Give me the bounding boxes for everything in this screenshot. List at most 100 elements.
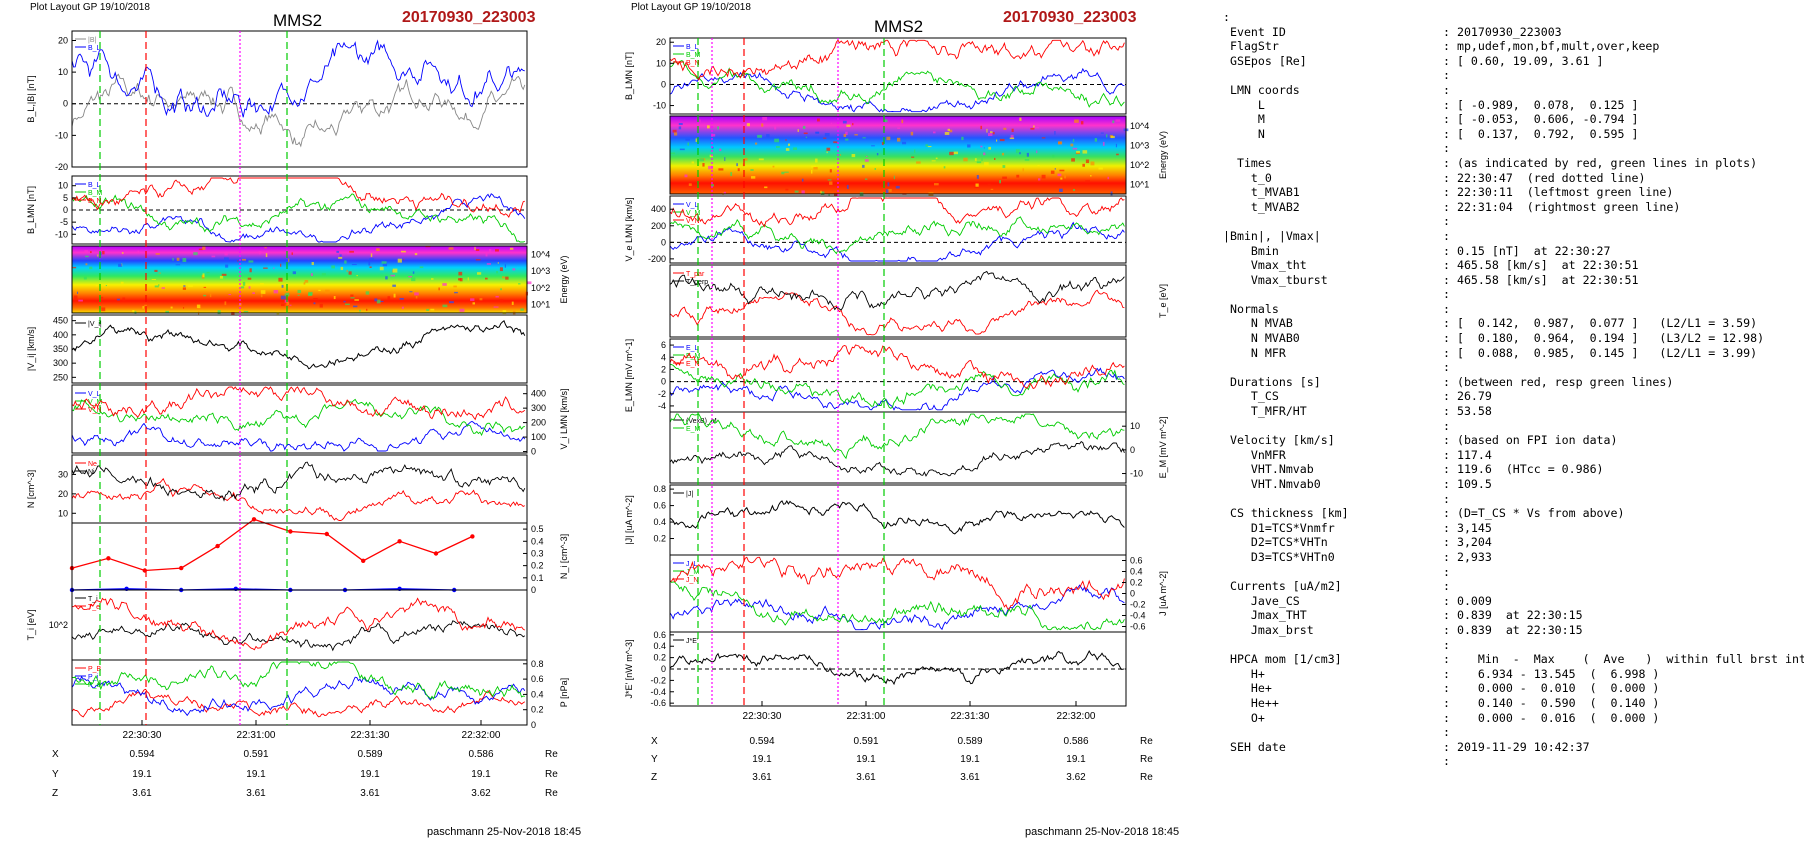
spectrogram-speckle [840, 154, 842, 156]
y-axis-label: T_e [eV] [1158, 284, 1168, 318]
summary-key: SEH date [1223, 739, 1286, 754]
spectrogram-speckle [161, 287, 165, 289]
summary-value: : [1443, 228, 1450, 243]
summary-row: : [1223, 419, 1793, 434]
spectrogram-speckle [864, 159, 869, 162]
legend-label: P_B [88, 666, 102, 673]
y-axis-label: J [uA m^-2] [1158, 571, 1168, 616]
orbit-label: Y [651, 754, 658, 765]
spectrogram-speckle [289, 304, 292, 306]
spectrogram-speckle [843, 133, 847, 138]
summary-row: t_MVAB2: 22:31:04 (rightmost green line) [1223, 200, 1793, 215]
spectrogram-speckle [122, 297, 126, 302]
legend-label: V_N [88, 407, 102, 414]
summary-row: : [1223, 725, 1793, 740]
spectrogram-speckle [901, 119, 904, 124]
spectrogram-speckle [784, 171, 789, 173]
y-axis-label: N_i [cm^-3] [559, 534, 569, 579]
summary-row: Vmax_tht: 465.58 [km/s] at 22:30:51 [1223, 258, 1793, 273]
series-line [71, 597, 526, 651]
legend-label: T_e [88, 604, 100, 611]
spectrogram-speckle [237, 260, 239, 262]
series-line [71, 39, 525, 118]
spectrogram-speckle [1001, 152, 1005, 156]
spectrogram-speckle [1003, 127, 1007, 130]
spectrogram-speckle [206, 271, 210, 274]
spectrogram-speckle [202, 246, 206, 250]
summary-key: D2=TCS*VHTn [1223, 535, 1328, 550]
spectrogram-speckle [815, 131, 820, 134]
legend-label: |J| [686, 491, 693, 498]
summary-value: : [ 0.60, 19.09, 3.61 ] [1443, 53, 1604, 68]
spectrogram-speckle [802, 125, 806, 129]
series-line [669, 344, 1125, 390]
spectrogram-speckle [458, 271, 463, 276]
x-tick-label: 22:32:00 [462, 730, 501, 741]
spectrogram-speckle [349, 250, 354, 253]
summary-value: : 0.140 - 0.590 ( 0.140 ) [1443, 695, 1660, 710]
y-tick-label: 400 [53, 330, 68, 340]
summary-row: T_CS: 26.79 [1223, 389, 1793, 404]
spectrogram-speckle [502, 276, 505, 279]
spectrogram-speckle [887, 182, 890, 187]
spectrogram-speckle [1010, 134, 1014, 139]
summary-value: : [1443, 637, 1450, 652]
spectrogram-speckle [1016, 174, 1020, 178]
spectrogram-speckle [504, 264, 506, 268]
legend-label: J*E' [686, 638, 698, 645]
left-plot-header: Plot Layout GP 19/10/2018 [30, 2, 150, 13]
spectrogram-speckle [981, 158, 983, 162]
spectrogram-speckle [1082, 163, 1085, 167]
spectrogram-speckle [77, 291, 79, 294]
panel-1: B_LB_MB_N -10 -5 0 5 10 B_LMN [nT] [26, 175, 528, 245]
spectrogram-speckle [273, 290, 279, 294]
summary-key: D1=TCS*Vnmfr [1223, 520, 1335, 535]
spectrogram-speckle [988, 146, 992, 150]
y-tick-label: 0.2 [653, 653, 666, 663]
y-axis-label: E_M [mV m^-2] [1158, 417, 1168, 479]
orbit-unit: Re [1140, 736, 1153, 747]
orbit-value: 3.62 [1066, 772, 1086, 783]
spectrogram-speckle [459, 308, 465, 312]
spectrogram-speckle [1100, 132, 1104, 134]
spectrogram-speckle [963, 157, 968, 162]
spectrogram-speckle [408, 276, 413, 278]
summary-key: |Bmin|, |Vmax| [1223, 228, 1321, 243]
y-tick-label: 0 [661, 664, 666, 674]
panel-0: |B|B_L -20 -10 0 10 20 B_L,|B| [nT] [26, 30, 528, 172]
y-tick-label: 0.6 [1130, 556, 1143, 566]
y-tick-label: 0.4 [531, 536, 544, 546]
series-line [669, 440, 1125, 477]
spectrogram-speckle [1074, 119, 1079, 123]
spectrogram-speckle [893, 175, 895, 180]
summary-value: : [1443, 301, 1450, 316]
y-tick-label: -0.6 [650, 698, 666, 708]
spectrogram-speckle [829, 181, 833, 185]
spectrogram-speckle [1080, 121, 1084, 125]
spectrogram-speckle [987, 183, 991, 186]
spectrogram-speckle [379, 300, 384, 302]
spectrogram-speckle [711, 147, 714, 149]
panel-0: B_LB_MB_N -10 0 10 20 B_LMN [nT] [624, 37, 1127, 115]
spectrogram-speckle [505, 276, 509, 280]
spectrogram-speckle [976, 161, 982, 164]
y-tick-label: -0.4 [650, 687, 666, 697]
y-tick-label: 350 [53, 344, 68, 354]
y-tick-label: 10^3 [531, 266, 550, 276]
spectrogram-speckle [346, 269, 348, 273]
series-line [71, 73, 526, 148]
spectrogram-speckle [737, 168, 740, 172]
spectrogram-speckle [243, 311, 249, 313]
summary-key: N MVAB0 [1223, 331, 1300, 346]
spectrogram-speckle [743, 157, 748, 161]
spectrogram-speckle [350, 294, 354, 297]
spectrogram-speckle [489, 249, 492, 252]
spectrogram-speckle [311, 262, 314, 266]
spectrogram-speckle [281, 284, 284, 288]
spectrogram-speckle [280, 295, 286, 300]
spectrogram-speckle [393, 293, 396, 298]
panel-6: 0 0.1 0.2 0.3 0.4 0.5 N_i [cm^-3] [69, 517, 569, 595]
orbit-value: 19.1 [246, 769, 266, 780]
spectrogram-speckle [397, 258, 402, 263]
summary-row: LMN coords: [1223, 83, 1793, 98]
